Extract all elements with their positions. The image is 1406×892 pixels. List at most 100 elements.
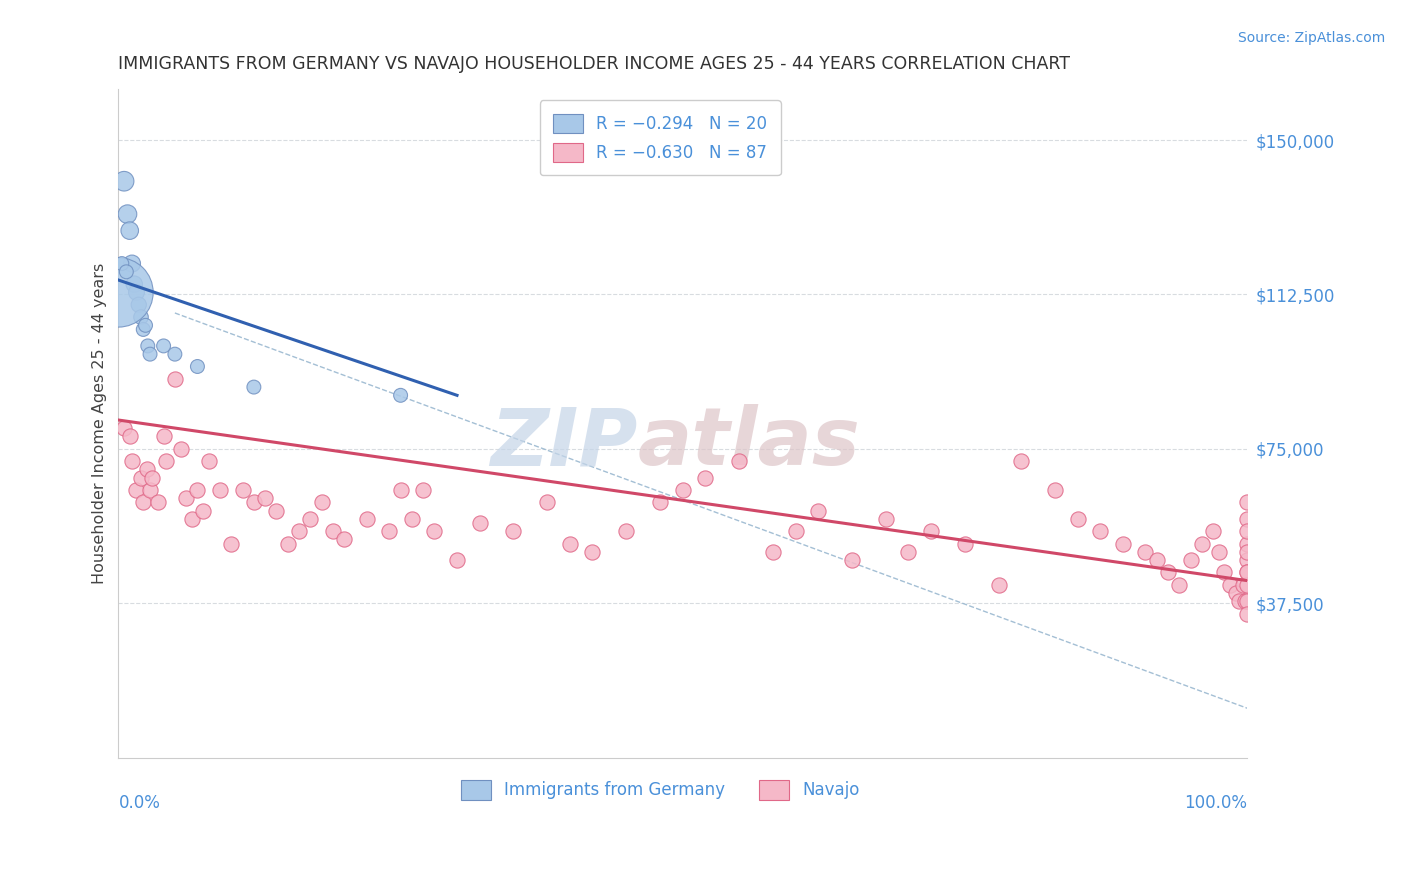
Point [1236, 524, 1258, 539]
Point [232, 483, 254, 497]
Point [423, 524, 446, 539]
Point [107, 285, 129, 300]
Point [1213, 566, 1236, 580]
Point [807, 503, 830, 517]
Point [558, 536, 581, 550]
Point [650, 495, 672, 509]
Point [1236, 553, 1258, 567]
Point [121, 454, 143, 468]
Point [502, 524, 524, 539]
Point [111, 256, 134, 270]
Point [378, 524, 401, 539]
Text: IMMIGRANTS FROM GERMANY VS NAVAJO HOUSEHOLDER INCOME AGES 25 - 44 YEARS CORRELAT: IMMIGRANTS FROM GERMANY VS NAVAJO HOUSEH… [118, 55, 1070, 73]
Point [1232, 578, 1254, 592]
Point [112, 421, 135, 435]
Point [122, 277, 145, 292]
Point [468, 516, 491, 530]
Point [163, 372, 186, 386]
Point [1043, 483, 1066, 497]
Point [1236, 578, 1258, 592]
Point [1146, 553, 1168, 567]
Point [277, 536, 299, 550]
Point [135, 462, 157, 476]
Point [841, 553, 863, 567]
Point [614, 524, 637, 539]
Point [389, 483, 412, 497]
Point [695, 471, 717, 485]
Point [152, 429, 174, 443]
Text: Source: ZipAtlas.com: Source: ZipAtlas.com [1237, 31, 1385, 45]
Point [191, 503, 214, 517]
Point [132, 495, 155, 509]
Point [163, 347, 186, 361]
Point [186, 483, 208, 497]
Point [125, 483, 148, 497]
Point [169, 442, 191, 456]
Point [762, 545, 785, 559]
Text: atlas: atlas [637, 404, 860, 483]
Point [785, 524, 807, 539]
Point [118, 429, 141, 443]
Point [1168, 578, 1191, 592]
Point [897, 545, 920, 559]
Point [1236, 566, 1258, 580]
Point [243, 495, 266, 509]
Point [1157, 566, 1180, 580]
Point [389, 388, 412, 402]
Point [322, 524, 344, 539]
Point [1090, 524, 1112, 539]
Point [1219, 578, 1241, 592]
Point [155, 454, 177, 468]
Point [174, 491, 197, 506]
Point [146, 495, 169, 509]
Point [254, 491, 277, 506]
Legend: Immigrants from Germany, Navajo: Immigrants from Germany, Navajo [447, 767, 873, 813]
Point [987, 578, 1010, 592]
Point [536, 495, 558, 509]
Point [1135, 545, 1157, 559]
Point [139, 483, 162, 497]
Point [1236, 594, 1258, 608]
Point [117, 207, 139, 221]
Point [1225, 586, 1247, 600]
Point [221, 536, 243, 550]
Point [186, 359, 208, 374]
Point [139, 347, 162, 361]
Point [266, 503, 288, 517]
Point [1191, 536, 1213, 550]
Text: 100.0%: 100.0% [1184, 795, 1247, 813]
Point [875, 512, 897, 526]
Point [132, 322, 155, 336]
Point [299, 512, 322, 526]
Point [1010, 454, 1032, 468]
Point [581, 545, 603, 559]
Point [115, 265, 138, 279]
Point [1067, 512, 1090, 526]
Point [180, 512, 202, 526]
Point [288, 524, 311, 539]
Point [1233, 594, 1256, 608]
Point [1236, 495, 1258, 509]
Point [152, 339, 174, 353]
Point [197, 454, 219, 468]
Point [356, 512, 378, 526]
Point [129, 310, 152, 324]
Y-axis label: Householder Income Ages 25 - 44 years: Householder Income Ages 25 - 44 years [93, 262, 107, 583]
Point [243, 380, 266, 394]
Point [446, 553, 468, 567]
Point [1236, 566, 1258, 580]
Point [135, 318, 157, 333]
Point [728, 454, 751, 468]
Point [333, 533, 356, 547]
Point [128, 298, 150, 312]
Point [1236, 536, 1258, 550]
Text: 0.0%: 0.0% [118, 795, 160, 813]
Point [1236, 545, 1258, 559]
Point [118, 224, 141, 238]
Text: ZIP: ZIP [491, 404, 637, 483]
Point [1227, 594, 1250, 608]
Point [1236, 607, 1258, 621]
Point [136, 339, 159, 353]
Point [401, 512, 423, 526]
Point [672, 483, 695, 497]
